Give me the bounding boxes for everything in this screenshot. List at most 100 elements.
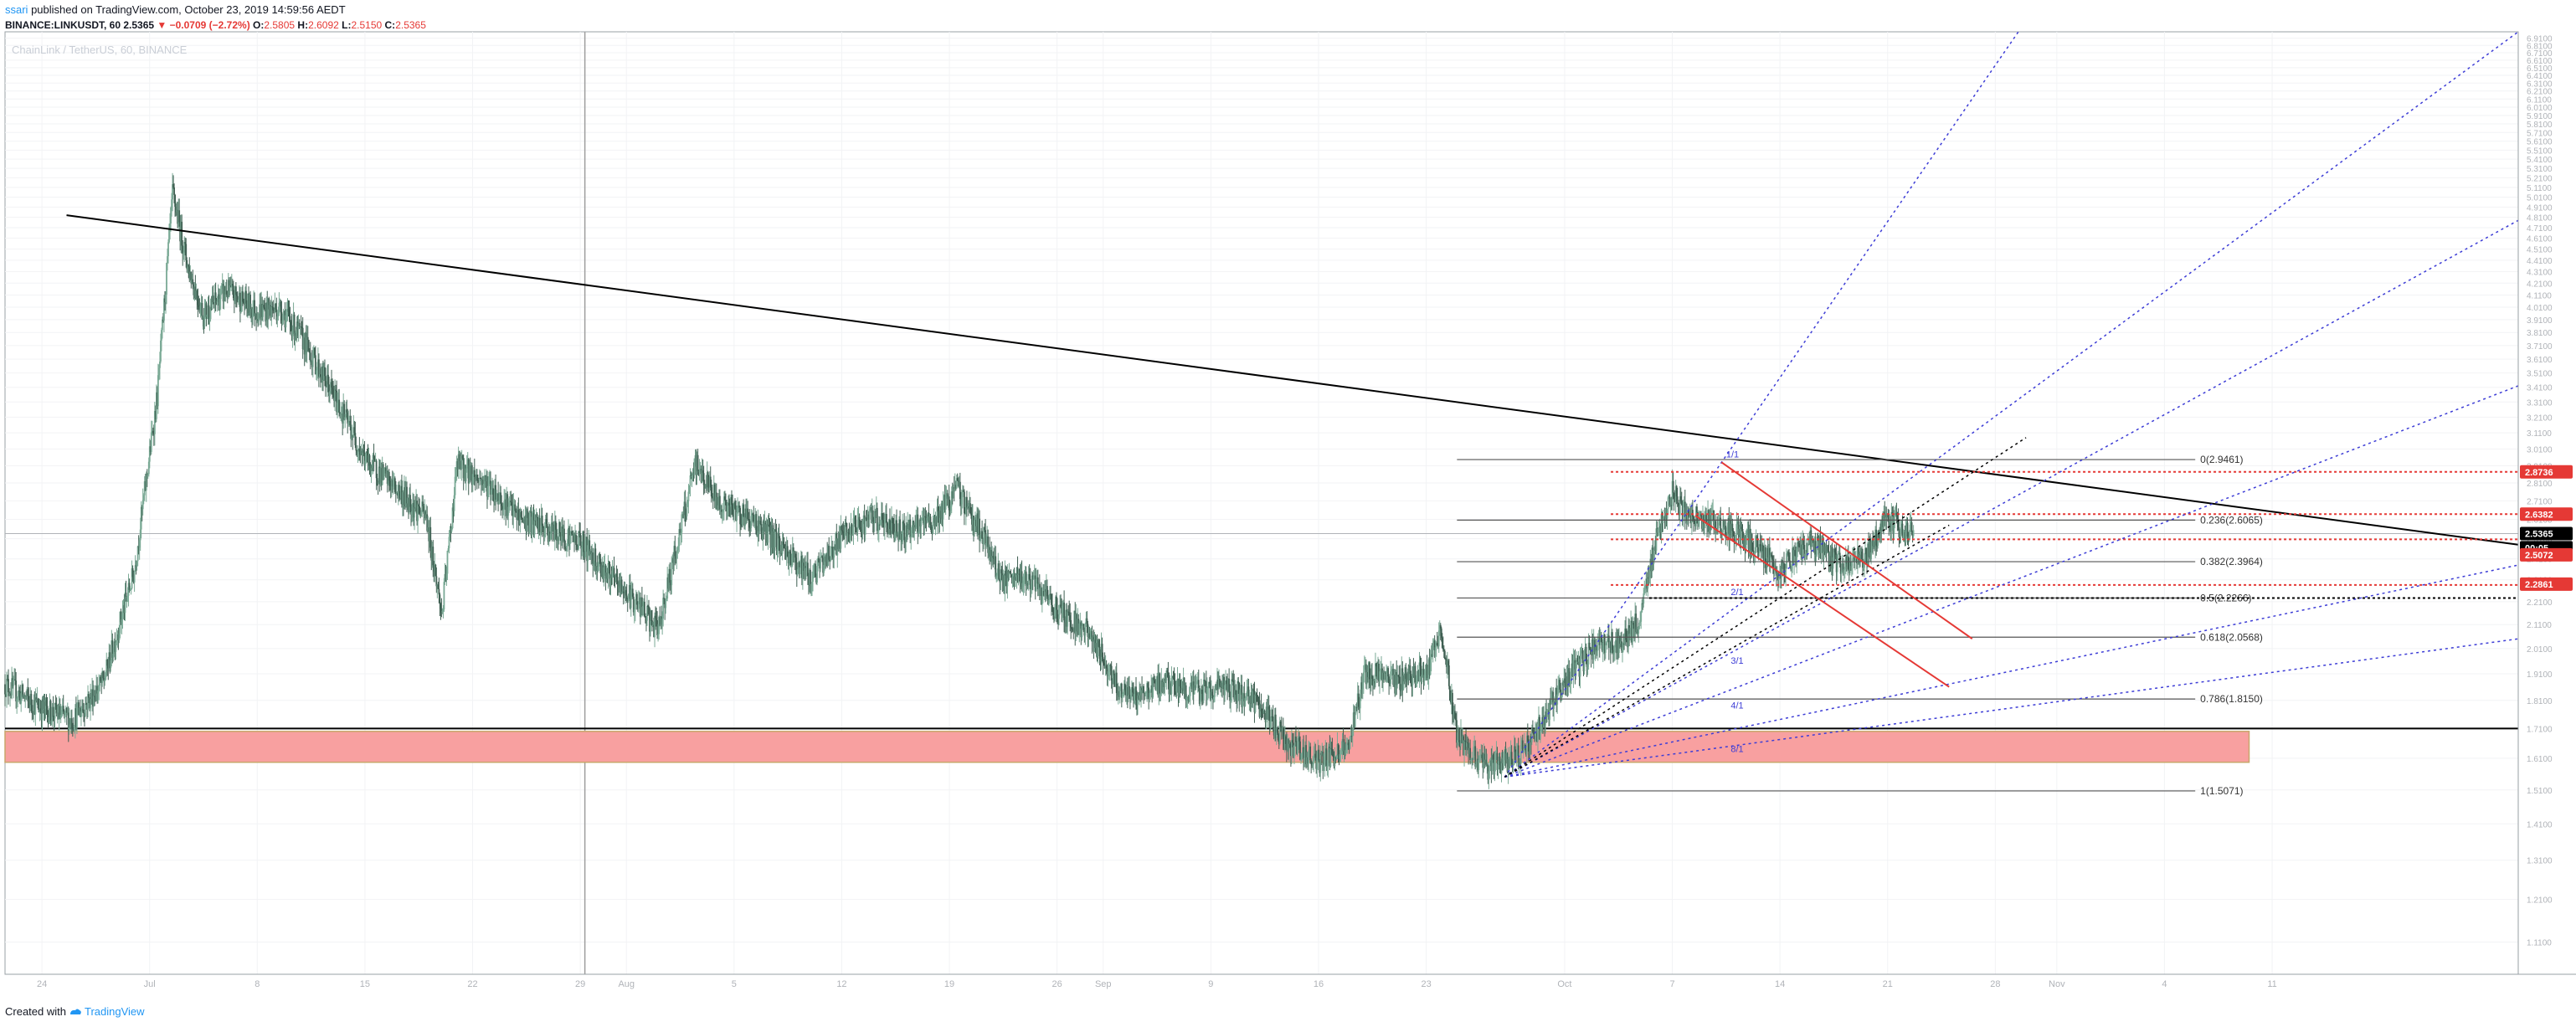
time-tick-label: 15: [360, 979, 370, 989]
candle-body: [245, 290, 247, 304]
candle-body: [721, 511, 723, 513]
candle-body: [747, 508, 749, 519]
candle-body: [692, 472, 695, 476]
candle-body: [1874, 541, 1876, 547]
candle-body: [1216, 684, 1217, 690]
candle-body: [1222, 676, 1224, 688]
candle-body: [574, 534, 576, 542]
candle-body: [1185, 685, 1187, 701]
channel-lower-line[interactable]: [1694, 515, 1950, 688]
candle-body: [1272, 716, 1274, 730]
tradingview-link[interactable]: TradingView: [84, 1005, 145, 1018]
candle-body: [987, 536, 990, 553]
candle-body: [1334, 757, 1337, 758]
gann-fan-inner-line[interactable]: [1504, 437, 2027, 778]
candle-body: [473, 470, 476, 477]
gann-fan-line[interactable]: [1504, 31, 2519, 778]
time-tick-label: 8: [255, 979, 260, 989]
symbol-name[interactable]: BINANCE:LINKUSDT, 60: [5, 19, 121, 31]
candle-body: [1335, 755, 1338, 758]
candle-body: [959, 499, 962, 505]
author-link[interactable]: ssari: [5, 3, 28, 16]
candle-body: [709, 476, 712, 488]
candle-body: [1634, 614, 1637, 639]
candle-body: [693, 458, 696, 476]
candle-body: [541, 516, 543, 526]
candle-body: [1398, 676, 1401, 678]
candle-body: [483, 484, 485, 485]
candle-body: [1648, 577, 1651, 579]
candle-body: [1768, 547, 1771, 562]
candle-body: [1730, 520, 1732, 536]
gann-fan-line[interactable]: [1504, 385, 2519, 778]
candle-body: [1355, 706, 1358, 708]
candle-body: [333, 393, 335, 401]
candle-body: [1099, 658, 1102, 662]
candle-body: [1152, 677, 1154, 698]
candle-body: [1009, 571, 1011, 573]
candle-body: [1257, 696, 1259, 698]
gann-fan-line[interactable]: [1504, 638, 2519, 778]
candle-body: [916, 514, 918, 521]
candle-body: [1866, 554, 1868, 562]
time-tick-label: 7: [1669, 979, 1674, 989]
candle-body: [198, 305, 200, 307]
candle-body: [828, 546, 830, 560]
trendline-resistance[interactable]: [66, 214, 2519, 546]
candle-body: [1600, 635, 1602, 642]
candle-body: [556, 537, 558, 541]
candle-body: [1561, 695, 1563, 701]
candle-body: [509, 501, 512, 503]
candle-body: [1223, 676, 1225, 696]
candle-body: [368, 455, 370, 462]
candle-body: [1005, 570, 1007, 576]
candle-body: [92, 689, 94, 706]
candle-body: [242, 291, 244, 302]
candle-body: [1238, 682, 1241, 701]
candle-body: [1740, 526, 1742, 547]
candle-body: [292, 314, 295, 331]
candle-body: [678, 529, 681, 547]
candle-body: [613, 567, 615, 578]
candle-body: [153, 411, 156, 434]
candle-body: [1776, 573, 1778, 576]
candle-body: [424, 511, 427, 519]
candle-body: [532, 512, 534, 517]
candle-body: [1098, 646, 1101, 659]
candle-body: [1372, 678, 1374, 686]
candle-body: [1654, 546, 1657, 552]
gann-fan-line[interactable]: [1504, 31, 2019, 778]
candle-body: [1710, 515, 1711, 531]
support-zone[interactable]: [4, 727, 2518, 763]
candle-body: [1413, 665, 1416, 676]
candle-body: [872, 521, 875, 524]
candle-body: [1242, 699, 1244, 707]
candle-body: [277, 313, 280, 317]
gann-fan-line[interactable]: [1504, 219, 2519, 778]
candle-body: [512, 505, 515, 516]
candle-body: [938, 511, 941, 522]
candle-body: [1685, 512, 1688, 521]
candle-body: [735, 508, 737, 521]
candle-body: [384, 467, 387, 474]
candle-body: [609, 564, 611, 587]
candle-body: [260, 304, 262, 320]
candle-body: [238, 292, 240, 300]
candle-body: [116, 634, 119, 640]
candle-body: [1772, 567, 1775, 574]
candle-body: [1489, 760, 1492, 766]
drawings[interactable]: 0(2.9461)0.236(2.6065)0.382(2.3964)0.5(2…: [66, 31, 2519, 797]
candle-body: [586, 537, 589, 562]
candle-body: [1000, 569, 1003, 574]
candle-body: [1621, 641, 1622, 651]
gann-fan-line[interactable]: [1504, 564, 2519, 778]
support-zone-rect[interactable]: [4, 731, 2250, 763]
channel-upper-line[interactable]: [1720, 461, 1973, 640]
candle-body: [867, 514, 870, 520]
candle-body: [1178, 679, 1180, 696]
candle-body: [1281, 727, 1283, 732]
candle-body: [1440, 628, 1442, 639]
candle-body: [1792, 547, 1794, 565]
candle-body: [348, 420, 351, 423]
